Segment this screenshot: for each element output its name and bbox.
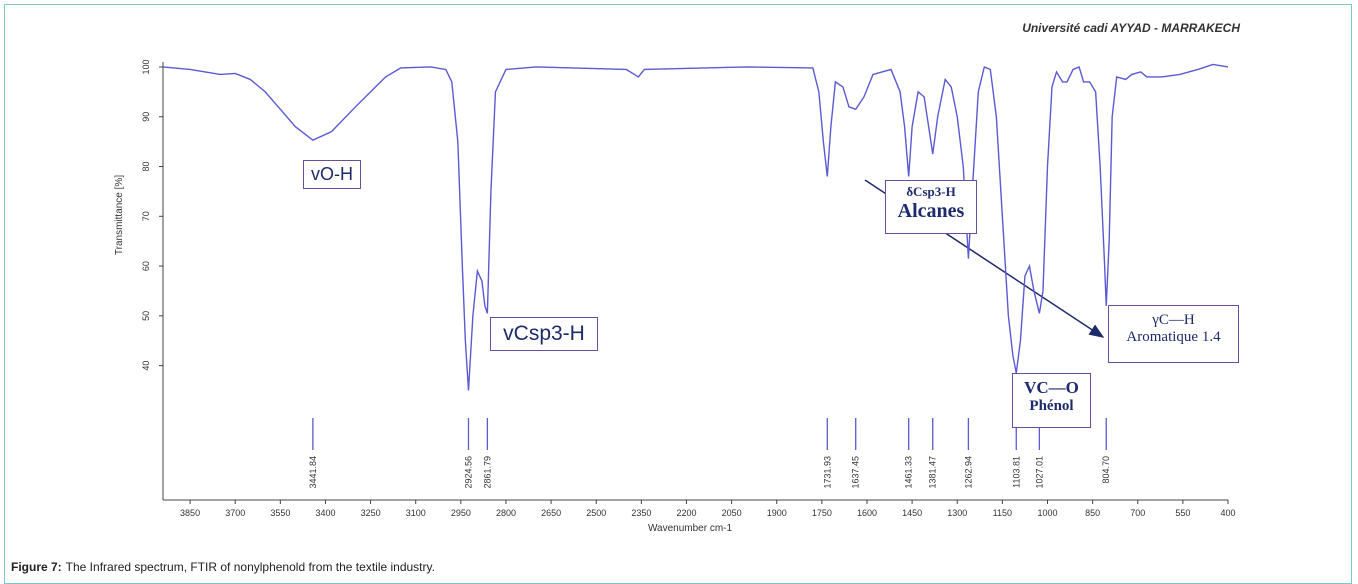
x-tick-label: 2350: [631, 508, 651, 518]
annotation: δCsp3-H: [906, 184, 956, 199]
y-tick-label: 80: [141, 162, 151, 172]
annotation: vCsp3-H: [503, 322, 585, 345]
x-tick-label: 3850: [180, 508, 200, 518]
caption-text: The Infrared spectrum, FTIR of nonylphen…: [65, 560, 435, 574]
x-tick-label: 1600: [857, 508, 877, 518]
x-tick-label: 700: [1130, 508, 1145, 518]
annotation: VC—O: [1024, 378, 1079, 397]
y-tick-label: 60: [141, 261, 151, 271]
x-tick-label: 2050: [722, 508, 742, 518]
annotation: vO-H: [311, 164, 353, 184]
peak-label: 1461.33: [904, 456, 914, 489]
x-tick-label: 1150: [993, 508, 1012, 518]
annotation: Phénol: [1029, 397, 1074, 414]
annotation-box: δCsp3-H Alcanes: [885, 180, 977, 234]
peak-label: 1103.81: [1011, 456, 1021, 488]
annotation-box: VC—O Phénol: [1012, 373, 1091, 428]
peak-label: 1637.45: [851, 456, 861, 489]
x-tick-label: 1000: [1037, 508, 1057, 518]
y-tick-label: 100: [141, 59, 151, 74]
x-tick-label: 3100: [406, 508, 426, 518]
y-axis-label: Transmittance [%]: [114, 175, 125, 255]
x-tick-label: 2950: [451, 508, 471, 518]
annotation: Aromatique 1.4: [1126, 329, 1221, 346]
caption-label: Figure 7:: [11, 560, 62, 574]
x-tick-label: 1750: [812, 508, 832, 518]
x-tick-label: 3400: [315, 508, 335, 518]
x-tick-label: 2650: [541, 508, 561, 518]
annotation-box: γC—H Aromatique 1.4: [1108, 305, 1239, 363]
x-tick-label: 1900: [767, 508, 787, 518]
peak-label: 1262.94: [963, 456, 973, 489]
peak-label: 1381.47: [928, 456, 938, 489]
peak-label: 1731.93: [822, 456, 832, 489]
x-tick-label: 850: [1085, 508, 1100, 518]
peak-label: 3441.84: [308, 456, 318, 489]
x-tick-label: 550: [1175, 508, 1190, 518]
annotation-box: vO-H: [303, 160, 361, 189]
x-tick-label: 2500: [586, 508, 606, 518]
x-axis-label: Wavenumber cm-1: [648, 523, 733, 534]
y-tick-label: 50: [141, 311, 151, 321]
y-tick-label: 90: [141, 112, 151, 122]
x-tick-label: 3550: [270, 508, 290, 518]
annotation-box: vCsp3-H: [490, 317, 598, 351]
peak-label: 804.70: [1101, 456, 1111, 484]
annotation: Alcanes: [897, 199, 965, 222]
x-tick-label: 1300: [947, 508, 967, 518]
annotation: γC—H: [1152, 312, 1195, 328]
peak-label: 2861.79: [482, 456, 492, 489]
peak-label: 1027.01: [1034, 456, 1044, 489]
x-tick-label: 3250: [361, 508, 381, 518]
x-tick-label: 3700: [225, 508, 245, 518]
y-tick-label: 70: [141, 211, 151, 221]
x-tick-label: 400: [1220, 508, 1235, 518]
spectrum-line: [162, 63, 1229, 391]
caption: Figure 7: The Infrared spectrum, FTIR of …: [11, 560, 435, 574]
x-tick-label: 1450: [902, 508, 922, 518]
source: Université cadi AYYAD - MARRAKECH: [1022, 21, 1240, 35]
peak-label: 2924.56: [463, 456, 473, 489]
x-tick-label: 2200: [676, 508, 696, 518]
x-tick-label: 2800: [496, 508, 516, 518]
y-tick-label: 40: [141, 361, 151, 371]
